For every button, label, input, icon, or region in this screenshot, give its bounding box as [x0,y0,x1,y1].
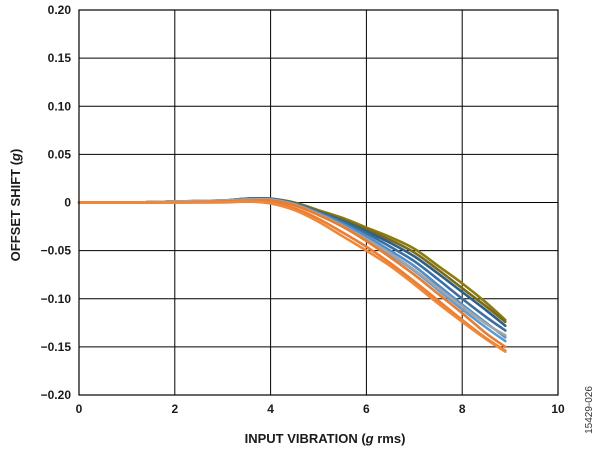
series-line-4 [77,196,507,332]
series-line-10 [77,200,507,353]
y-axis-title-part-1: OFFSET SHIFT ( [8,160,23,261]
y-tick-label: 0 [64,196,71,210]
figure-code: 15429-026 [584,386,595,434]
y-tick-label: 0.10 [48,99,72,113]
y-tick-label: −0.05 [41,244,72,258]
y-tick-label: −0.20 [41,388,72,402]
x-axis-title-part-1: INPUT VIBRATION ( [245,431,367,446]
y-tick-label: −0.10 [41,292,72,306]
y-axis-title-unit-g: g [8,153,23,162]
x-tick-label: 0 [76,402,83,416]
y-tick-labels: 0.20 0.15 0.10 0.05 0 −0.05 −0.10 −0.15 −0.20 [41,3,72,402]
x-axis-title-part-3: rms) [374,431,406,446]
x-tick-label: 6 [363,402,370,416]
series-line-6 [77,197,507,343]
chart-series [77,196,507,353]
x-tick-label: 8 [459,402,466,416]
y-tick-label: 0.20 [48,3,72,17]
x-tick-labels: 0 2 4 6 8 10 [76,402,565,416]
x-axis-title-unit-g: g [365,431,374,446]
x-tick-label: 10 [551,402,565,416]
y-tick-label: −0.15 [41,340,72,354]
y-axis-title: OFFSET SHIFT (g) [8,149,23,262]
y-axis-title-part-3: ) [8,149,23,153]
plot-frame [78,9,559,396]
x-tick-label: 4 [267,402,274,416]
y-tick-label: 0.15 [48,51,72,65]
x-axis-title: INPUT VIBRATION (g rms) [245,431,406,446]
x-tick-label: 2 [171,402,178,416]
y-tick-label: 0.05 [48,147,72,161]
